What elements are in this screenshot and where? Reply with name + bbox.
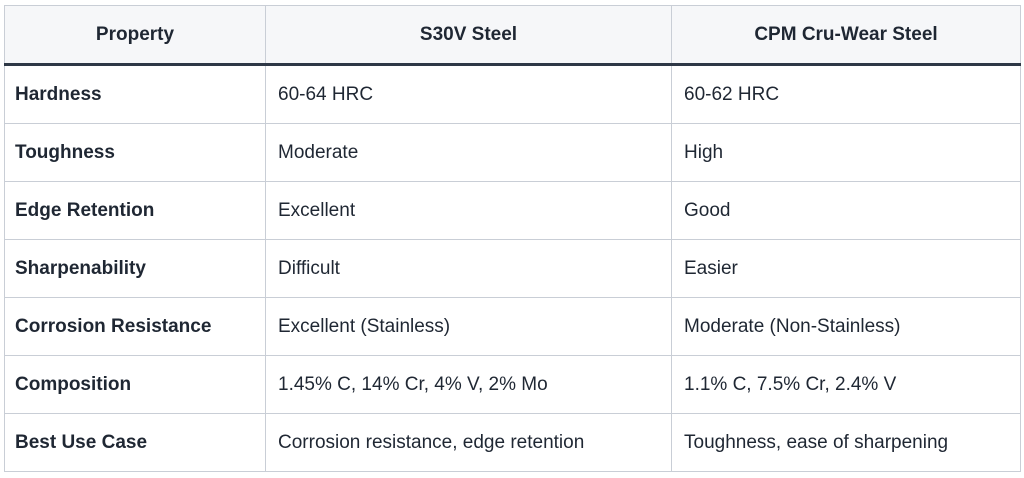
value-cell: Moderate (265, 123, 672, 182)
property-cell: Toughness (4, 123, 266, 182)
header-row: Property S30V Steel CPM Cru-Wear Steel (4, 5, 1021, 66)
header-cell: S30V Steel (265, 5, 672, 66)
comparison-table: Property S30V Steel CPM Cru-Wear Steel Har… (4, 5, 1021, 472)
property-cell: Corrosion Resistance (4, 297, 266, 356)
value-cell: Corrosion resistance, edge retention (265, 413, 672, 472)
table-row: Corrosion Resistance Excellent (Stainless… (4, 297, 1021, 356)
value-cell: 1.1% C, 7.5% Cr, 2.4% V (671, 355, 1021, 414)
value-cell: Good (671, 181, 1021, 240)
value-cell: Difficult (265, 239, 672, 298)
property-cell: Composition (4, 355, 266, 414)
value-cell: 1.45% C, 14% Cr, 4% V, 2% Mo (265, 355, 672, 414)
property-cell: Sharpenability (4, 239, 266, 298)
property-cell: Hardness (4, 64, 266, 124)
table-row: Best Use Case Corrosion resistance, edge … (4, 413, 1021, 472)
table-row: Hardness 60-64 HRC 60-62 HRC (4, 64, 1021, 124)
table-row: Edge Retention Excellent Good (4, 181, 1021, 240)
value-cell: High (671, 123, 1021, 182)
table-body: Hardness 60-64 HRC 60-62 HRC Toughness Moder… (4, 64, 1021, 472)
value-cell: 60-64 HRC (265, 64, 672, 124)
property-cell: Edge Retention (4, 181, 266, 240)
header-cell: CPM Cru-Wear Steel (671, 5, 1021, 66)
value-cell: 60-62 HRC (671, 64, 1021, 124)
table-row: Composition 1.45% C, 14% Cr, 4% V, 2% Mo 1… (4, 355, 1021, 414)
property-cell: Best Use Case (4, 413, 266, 472)
value-cell: Moderate (Non-Stainless) (671, 297, 1021, 356)
value-cell: Toughness, ease of sharpening (671, 413, 1021, 472)
value-cell: Excellent (Stainless) (265, 297, 672, 356)
value-cell: Easier (671, 239, 1021, 298)
table-header: Property S30V Steel CPM Cru-Wear Steel (4, 5, 1021, 66)
table-row: Sharpenability Difficult Easier (4, 239, 1021, 298)
header-cell: Property (4, 5, 266, 66)
value-cell: Excellent (265, 181, 672, 240)
table-row: Toughness Moderate High (4, 123, 1021, 182)
